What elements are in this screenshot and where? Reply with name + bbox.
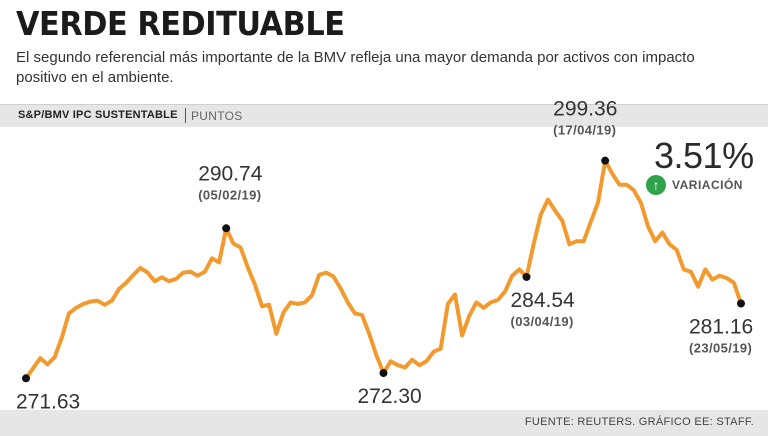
- annotation-value: 271.63: [16, 390, 80, 413]
- annotation-date: (03/04/19): [511, 314, 574, 329]
- variation-badge: ↑ VARIACIÓN: [646, 174, 743, 196]
- annotation-date: (05/02/19): [198, 187, 261, 202]
- series-line: [24, 158, 743, 381]
- annotation-marker: [22, 374, 30, 383]
- annotation-date: (23/05/19): [689, 340, 752, 355]
- annotation-marker: [222, 224, 231, 233]
- annotation-marker: [601, 156, 610, 165]
- annotation-value: 281.16: [689, 315, 753, 338]
- annotation-value: 284.54: [511, 289, 576, 312]
- chart-subtitle: El segundo referencial más importante de…: [16, 49, 695, 86]
- units-label: PUNTOS: [191, 109, 243, 123]
- annotation-marker: [379, 369, 388, 378]
- annotation-marker: [522, 272, 531, 281]
- arrow-up-circle-icon: ↑: [646, 175, 666, 195]
- annotation-value: 299.36: [553, 98, 617, 121]
- annotation-date: (17/04/19): [553, 123, 616, 138]
- variation-value: 3.51%: [654, 135, 754, 176]
- annotation-group: 271.63(31/12/18)290.74(05/02/19)272.30(0…: [16, 98, 753, 431]
- footer-bar: FUENTE: REUTERS. GRÁFICO EE: STAFF.: [0, 410, 768, 436]
- annotation-marker: [737, 299, 745, 308]
- series-label: S&P/BMV IPC SUSTENTABLE: [18, 109, 178, 121]
- annotation-value: 272.30: [358, 385, 422, 408]
- header-divider: [185, 108, 186, 123]
- series-header-bar: S&P/BMV IPC SUSTENTABLE PUNTOS: [0, 104, 768, 127]
- source-note: FUENTE: REUTERS. GRÁFICO EE: STAFF.: [524, 416, 754, 428]
- variation-label: VARIACIÓN: [672, 178, 743, 192]
- annotation-value: 290.74: [198, 162, 263, 185]
- chart-title: VERDE REDITUABLE: [16, 4, 345, 43]
